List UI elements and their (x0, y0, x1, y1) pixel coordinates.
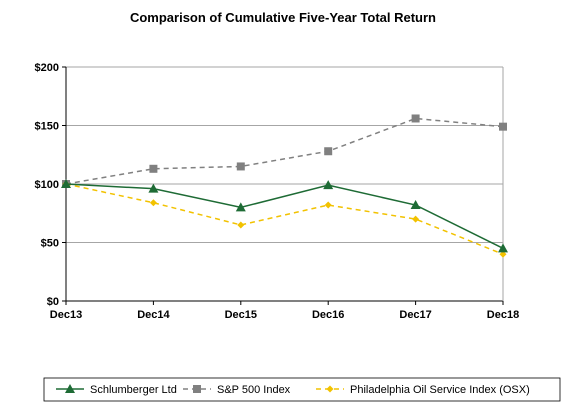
data-point-square (149, 164, 158, 173)
series-schlumberger-ltd (61, 179, 508, 253)
data-point-triangle (61, 179, 71, 188)
series-line (65, 117, 504, 185)
data-point-diamond (149, 199, 157, 207)
chart-title: Comparison of Cumulative Five-Year Total… (130, 10, 436, 25)
data-point-square (499, 122, 507, 131)
data-point-square (236, 162, 245, 171)
data-point-triangle (410, 200, 421, 210)
x-tick-label: Dec13 (50, 309, 82, 321)
series-group (61, 114, 508, 258)
x-tick-label: Dec18 (487, 309, 519, 321)
data-point-diamond (499, 250, 507, 258)
x-tick-labels: Dec13 Dec14 Dec15 Dec16 Dec17 Dec18 (50, 309, 519, 321)
data-point-triangle (498, 243, 508, 253)
y-tick-label: $100 (35, 179, 59, 191)
legend: Schlumberger Ltd S&P 500 Index Philadelphi… (43, 377, 561, 402)
axes (65, 67, 504, 305)
data-point-diamond (412, 215, 420, 223)
legend-label: Schlumberger Ltd (90, 384, 177, 396)
legend-label: S&P 500 Index (217, 384, 291, 396)
data-point-diamond (237, 221, 245, 229)
data-point-square (324, 147, 333, 156)
data-point-triangle (148, 183, 159, 193)
grid-lines (62, 66, 503, 302)
data-point-diamond (326, 385, 334, 393)
y-tick-label: $50 (41, 238, 59, 250)
series-line (65, 183, 504, 250)
data-point-triangle (65, 384, 75, 393)
data-point-square (411, 114, 420, 123)
data-point-diamond (324, 201, 332, 209)
series-line (65, 183, 504, 255)
y-tick-label: $0 (47, 296, 59, 308)
legend-label: Philadelphia Oil Service Index (OSX) (350, 384, 530, 396)
x-tick-label: Dec15 (225, 309, 257, 321)
series-philadelphia-oil-service-index-osx (62, 180, 507, 258)
legend-box (43, 377, 561, 402)
data-point-square (193, 385, 201, 393)
data-point-triangle (323, 180, 334, 190)
x-tick-label: Dec14 (137, 309, 170, 321)
x-tick-label: Dec16 (312, 309, 344, 321)
y-tick-label: $200 (35, 62, 59, 74)
data-point-triangle (235, 202, 246, 212)
x-tick-label: Dec17 (399, 309, 431, 321)
y-tick-labels: $0 $50 $100 $150 $200 (35, 62, 59, 308)
y-tick-label: $150 (35, 121, 59, 133)
